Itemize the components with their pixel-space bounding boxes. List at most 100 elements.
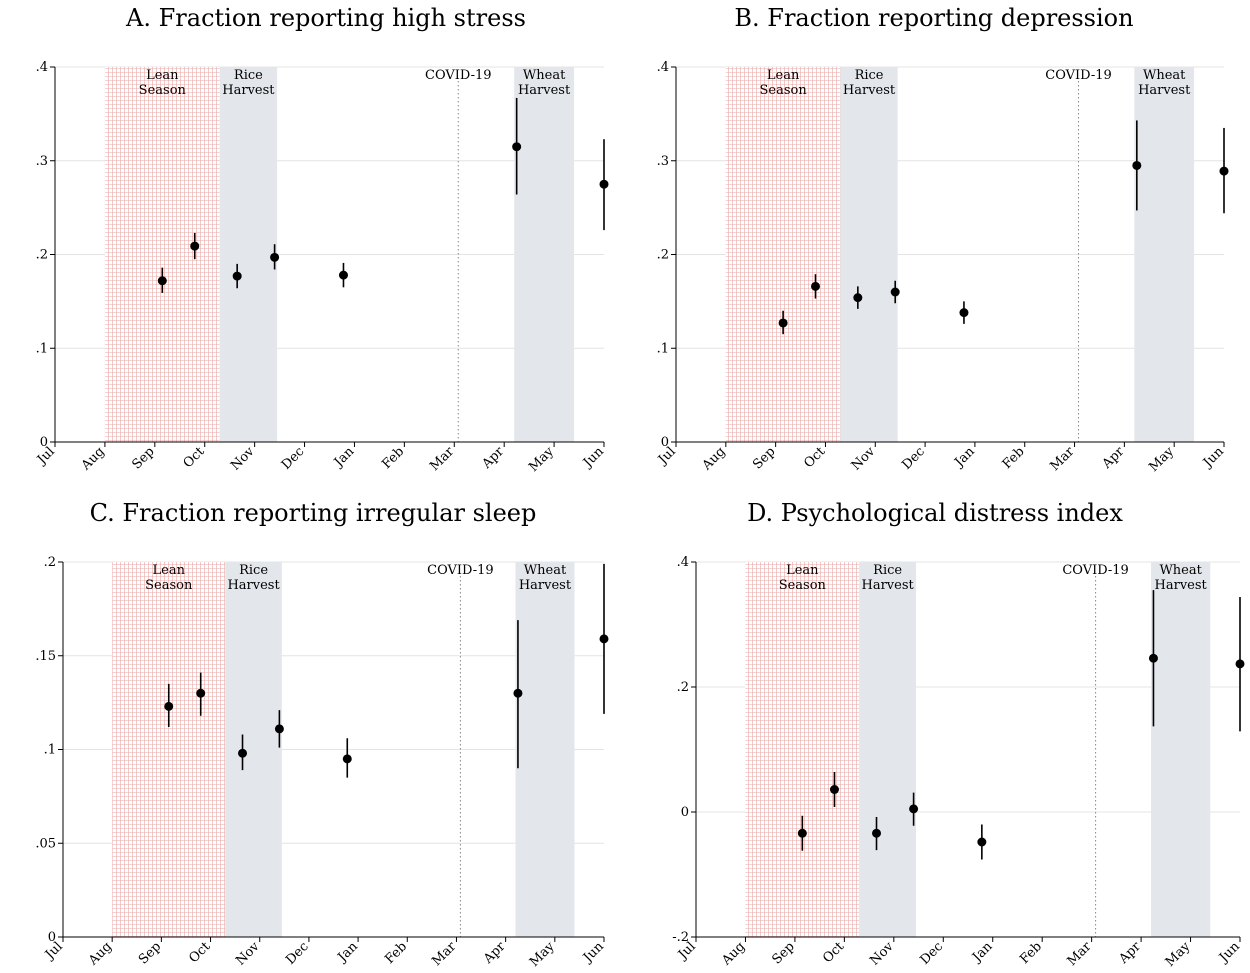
x-tick-label: Jun [579, 444, 607, 472]
x-tick-label: May [1146, 444, 1177, 475]
band-label-line: Season [145, 578, 193, 593]
x-tick-label: Nov [849, 444, 879, 474]
harvest-band [225, 562, 282, 937]
band-label-line: Season [759, 83, 807, 98]
x-tick-label: Apr [1099, 444, 1128, 473]
x-tick-label: Sep [750, 444, 778, 472]
data-point [853, 293, 863, 303]
band-label-line: Lean [146, 68, 179, 83]
x-tick-label: Oct [186, 939, 214, 967]
band-label-line: Harvest [222, 83, 275, 98]
covid-label: COVID-19 [425, 68, 492, 83]
lean-season-band [725, 67, 841, 442]
x-tick-label: Aug [699, 444, 729, 474]
data-point [890, 287, 900, 297]
band-label-line: Rice [873, 563, 902, 578]
band-label: Rice Harvest [843, 68, 896, 98]
x-tick-label: Jun [1215, 939, 1243, 967]
x-tick-label: Mar [1065, 939, 1095, 969]
y-tick-label: .15 [35, 649, 56, 664]
band-label-line: Rice [234, 68, 263, 83]
data-point [797, 828, 807, 838]
y-tick-label: .2 [36, 248, 48, 263]
x-tick-label: Aug [78, 444, 108, 474]
data-point [1132, 160, 1142, 170]
y-tick-label: .2 [677, 680, 689, 695]
data-point [872, 828, 882, 838]
harvest-band [515, 562, 575, 937]
harvest-band [840, 67, 898, 442]
data-point [1148, 653, 1158, 663]
x-tick-label: Oct [801, 444, 829, 472]
x-tick-label: Apr [479, 444, 508, 473]
y-tick-label: .2 [44, 555, 56, 570]
band-label-line: Wheat [523, 68, 566, 83]
data-point [909, 804, 919, 814]
x-tick-label: Jan [334, 939, 362, 967]
panel-b-title: B. Fraction reporting depression [734, 4, 1133, 32]
harvest-band [514, 67, 575, 442]
data-point [157, 276, 167, 286]
band-label: Rice Harvest [227, 563, 280, 593]
data-point [829, 785, 839, 794]
x-tick-label: Apr [1116, 939, 1145, 968]
data-point [338, 270, 348, 280]
x-tick-label: Apr [480, 939, 509, 968]
y-tick-label: .4 [677, 555, 689, 570]
y-tick-label: .2 [657, 248, 669, 263]
x-tick-label: Jul [41, 939, 66, 964]
y-tick-label: .4 [657, 60, 669, 75]
y-tick-label: .1 [44, 743, 56, 758]
y-tick-label: .3 [36, 154, 48, 169]
data-point [274, 724, 284, 734]
y-tick-label: 0 [681, 805, 689, 820]
x-tick-label: Feb [1000, 444, 1028, 472]
y-tick-label: .1 [657, 341, 669, 356]
x-tick-label: Aug [719, 939, 749, 969]
y-tick-label: 0 [48, 930, 56, 945]
band-label-line: Rice [855, 68, 884, 83]
lean-season-band [112, 562, 226, 937]
panel-a-title: A. Fraction reporting high stress [125, 4, 526, 32]
band-label-line: Season [779, 578, 827, 593]
band-label-line: Harvest [519, 578, 572, 593]
x-tick-label: Jun [579, 939, 607, 967]
panel-d-title: D. Psychological distress index [747, 499, 1123, 527]
x-tick-label: Sep [136, 939, 164, 967]
covid-label: COVID-19 [1062, 563, 1129, 578]
panel-d: D. Psychological distress index Lean Seas… [672, 499, 1245, 970]
band-label-line: Harvest [843, 83, 896, 98]
x-tick-label: Feb [1017, 939, 1045, 967]
x-tick-label: Sep [129, 444, 157, 472]
band-label-line: Harvest [862, 578, 915, 593]
band-label-line: Lean [786, 563, 819, 578]
x-tick-label: Nov [233, 939, 263, 969]
lean-season-band [104, 67, 220, 442]
x-tick-label: Dec [283, 939, 312, 968]
data-point [196, 688, 206, 698]
band-label-line: Harvest [1155, 578, 1208, 593]
x-tick-label: Dec [918, 939, 947, 968]
x-tick-label: May [1163, 939, 1194, 970]
band-label-line: Wheat [1143, 68, 1186, 83]
x-tick-label: Dec [279, 444, 308, 473]
data-point [1235, 659, 1245, 669]
x-tick-label: Feb [379, 444, 407, 472]
panel-c: C. Fraction reporting irregular sleep Le… [35, 499, 609, 970]
x-tick-label: Dec [899, 444, 928, 473]
band-label-line: Wheat [1159, 563, 1202, 578]
band-label: Rice Harvest [862, 563, 915, 593]
band-label: Lean Season [759, 68, 807, 98]
x-tick-label: Jan [951, 444, 979, 472]
x-tick-label: Jul [654, 444, 679, 469]
data-point [190, 241, 200, 251]
data-point [513, 688, 523, 698]
data-point [599, 634, 609, 644]
band-label: Wheat Harvest [1138, 68, 1191, 98]
y-tick-label: .05 [35, 836, 56, 851]
panel-c-title: C. Fraction reporting irregular sleep [90, 499, 537, 527]
band-label: Lean Season [779, 563, 827, 593]
